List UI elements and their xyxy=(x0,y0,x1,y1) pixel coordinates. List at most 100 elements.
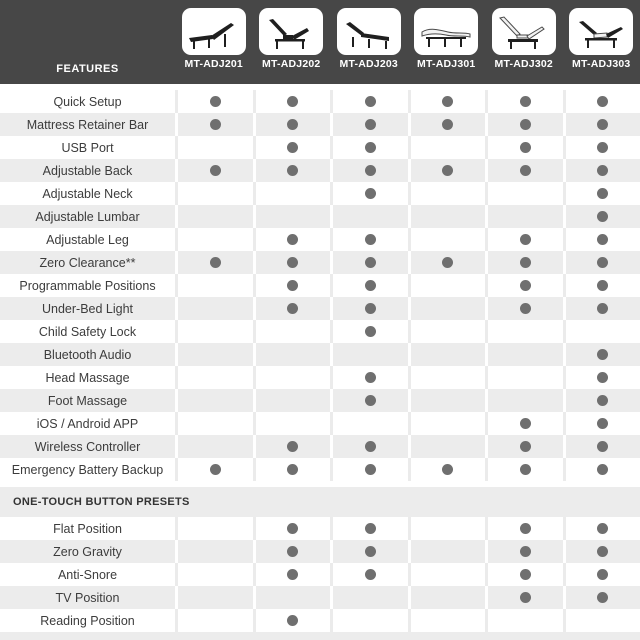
dot-icon xyxy=(519,441,531,452)
feature-cell xyxy=(562,517,640,540)
feature-cell xyxy=(485,228,563,251)
feature-cell xyxy=(485,609,563,632)
model-name: MT-ADJ203 xyxy=(339,58,398,70)
feature-cell xyxy=(252,251,331,274)
feature-cell xyxy=(562,435,640,458)
dot-icon xyxy=(364,569,376,580)
feature-cell xyxy=(562,412,640,435)
feature-cell xyxy=(407,343,486,366)
feature-cell xyxy=(252,182,331,205)
feature-row: Under-Bed Light xyxy=(0,297,640,320)
feature-cell xyxy=(407,435,486,458)
dot-icon xyxy=(209,257,221,268)
feature-cell xyxy=(562,113,640,136)
feature-label: Wireless Controller xyxy=(34,439,141,454)
feature-cell xyxy=(562,274,640,297)
feature-cell xyxy=(485,586,563,609)
feature-label: Reading Position xyxy=(40,613,135,628)
dot-icon xyxy=(597,234,609,245)
dot-icon xyxy=(519,592,531,603)
dot-icon xyxy=(364,464,376,475)
feature-cell xyxy=(330,412,408,435)
feature-label: Emergency Battery Backup xyxy=(11,462,164,477)
feature-cell xyxy=(175,458,253,481)
feature-cell xyxy=(330,274,408,297)
feature-row: Head Massage xyxy=(0,366,640,389)
feature-cell xyxy=(175,435,253,458)
feature-cell xyxy=(330,343,408,366)
dot-icon xyxy=(597,546,609,557)
feature-cell xyxy=(485,366,563,389)
bed-thumbnail xyxy=(569,8,634,55)
feature-cell xyxy=(407,205,486,228)
dot-icon xyxy=(597,592,609,603)
dot-icon xyxy=(364,96,376,107)
feature-row: Programmable Positions xyxy=(0,274,640,297)
dot-icon xyxy=(597,188,609,199)
feature-cell xyxy=(485,274,563,297)
feature-cell xyxy=(330,563,408,586)
dot-icon xyxy=(597,464,609,475)
feature-cell xyxy=(252,609,331,632)
feature-cell xyxy=(407,251,486,274)
dot-icon xyxy=(519,96,531,107)
dot-icon xyxy=(287,464,299,475)
dot-icon xyxy=(597,569,609,580)
feature-cell xyxy=(407,412,486,435)
dot-icon xyxy=(597,165,609,176)
dot-icon xyxy=(519,142,531,153)
feature-label: Foot Massage xyxy=(47,393,128,408)
feature-cell xyxy=(485,412,563,435)
dot-icon xyxy=(442,464,454,475)
feature-row: Foot Massage xyxy=(0,389,640,412)
feature-cell xyxy=(330,366,408,389)
feature-cell xyxy=(562,609,640,632)
feature-cell xyxy=(175,159,253,182)
dot-icon xyxy=(519,546,531,557)
feature-cell xyxy=(485,136,563,159)
feature-label: Adjustable Lumbar xyxy=(35,209,140,224)
model-column-header-mt-adj201: MT-ADJ201 xyxy=(175,0,253,84)
feature-row: Zero Gravity xyxy=(0,540,640,563)
feature-cell xyxy=(175,389,253,412)
feature-cell xyxy=(407,389,486,412)
dot-icon xyxy=(364,523,376,534)
feature-cell xyxy=(562,159,640,182)
feature-cell xyxy=(252,343,331,366)
dot-icon xyxy=(519,569,531,580)
feature-cell xyxy=(330,458,408,481)
feature-row: Child Safety Lock xyxy=(0,320,640,343)
feature-cell xyxy=(175,366,253,389)
feature-cell xyxy=(252,412,331,435)
feature-label: Flat Position xyxy=(53,521,122,536)
feature-cell xyxy=(175,205,253,228)
feature-cell xyxy=(175,90,253,113)
dot-icon xyxy=(597,211,609,222)
bed-image-mt-adj302 xyxy=(498,15,545,49)
dot-icon xyxy=(287,569,299,580)
model-column-header-mt-adj202: MT-ADJ202 xyxy=(253,0,331,84)
dot-icon xyxy=(519,523,531,534)
feature-cell xyxy=(485,540,563,563)
feature-row: Zero Clearance** xyxy=(0,251,640,274)
features-corner-label: FEATURES xyxy=(56,63,119,75)
dot-icon xyxy=(287,280,299,291)
feature-cell xyxy=(175,113,253,136)
feature-cell xyxy=(485,320,563,343)
feature-cell xyxy=(330,609,408,632)
feature-row: iOS / Android APP xyxy=(0,412,640,435)
dot-icon xyxy=(597,280,609,291)
feature-cell xyxy=(330,517,408,540)
dot-icon xyxy=(364,280,376,291)
feature-cell xyxy=(562,586,640,609)
feature-cell xyxy=(485,389,563,412)
feature-cell xyxy=(485,205,563,228)
dot-icon xyxy=(442,257,454,268)
feature-cell xyxy=(175,609,253,632)
feature-cell xyxy=(562,366,640,389)
feature-cell xyxy=(485,113,563,136)
feature-row: Adjustable Back xyxy=(0,159,640,182)
dot-icon xyxy=(597,523,609,534)
dot-icon xyxy=(597,96,609,107)
bed-thumbnail xyxy=(491,8,556,55)
